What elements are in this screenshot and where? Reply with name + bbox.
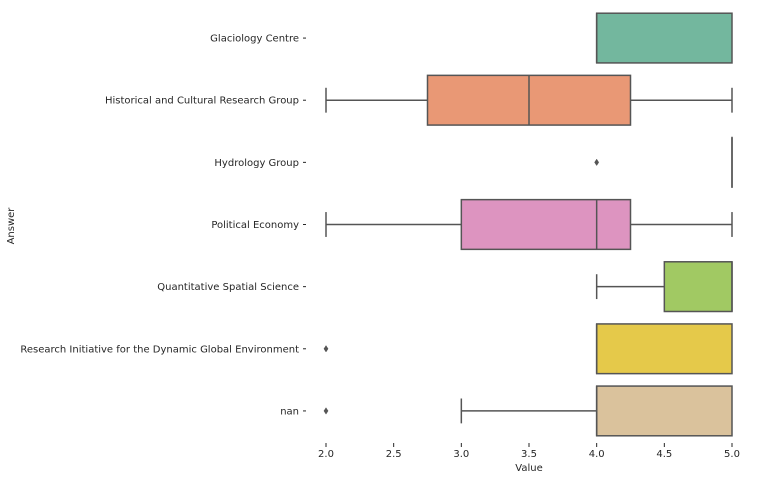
- box-body: [460, 198, 632, 251]
- y-tick-label: Hydrology Group: [214, 158, 299, 169]
- outlier-point: [323, 345, 329, 353]
- box-1: [595, 12, 733, 64]
- outlier-point: [323, 407, 329, 415]
- y-tick-label: Historical and Cultural Research Group: [105, 96, 299, 107]
- box-body: [595, 12, 733, 64]
- box-6: [323, 323, 733, 375]
- x-tick-label: 2.0: [318, 449, 334, 460]
- box-7: [323, 385, 733, 437]
- box-5: [595, 261, 733, 313]
- y-tick-label: Glaciology Centre: [210, 34, 299, 45]
- y-tick-label: Political Economy: [211, 220, 299, 231]
- x-axis-ticks: 2.0 2.5 3.0 3.5 4.0 4.5 5.0: [318, 443, 740, 460]
- box-body: [595, 385, 733, 437]
- y-tick-label: Research Initiative for the Dynamic Glob…: [20, 344, 299, 355]
- box-series: [323, 12, 733, 437]
- x-tick-label: 4.5: [656, 449, 672, 460]
- y-tick-label: Quantitative Spatial Science: [157, 282, 299, 293]
- x-tick-label: 3.5: [521, 449, 537, 460]
- box-body: [663, 261, 733, 313]
- y-tick-label: nan: [280, 406, 299, 417]
- x-tick-label: 2.5: [386, 449, 402, 460]
- box-3: [594, 136, 733, 188]
- x-tick-label: 3.0: [453, 449, 469, 460]
- outlier-point: [594, 158, 600, 167]
- x-axis-label: Value: [515, 463, 542, 474]
- box-body: [595, 323, 733, 375]
- x-tick-label: 5.0: [724, 449, 740, 460]
- box-2: [325, 74, 733, 126]
- box-4: [325, 198, 733, 251]
- y-axis-label: Answer: [6, 207, 17, 245]
- y-axis-ticks: Glaciology Centre Historical and Cultural…: [20, 34, 306, 417]
- x-tick-label: 4.0: [589, 449, 605, 460]
